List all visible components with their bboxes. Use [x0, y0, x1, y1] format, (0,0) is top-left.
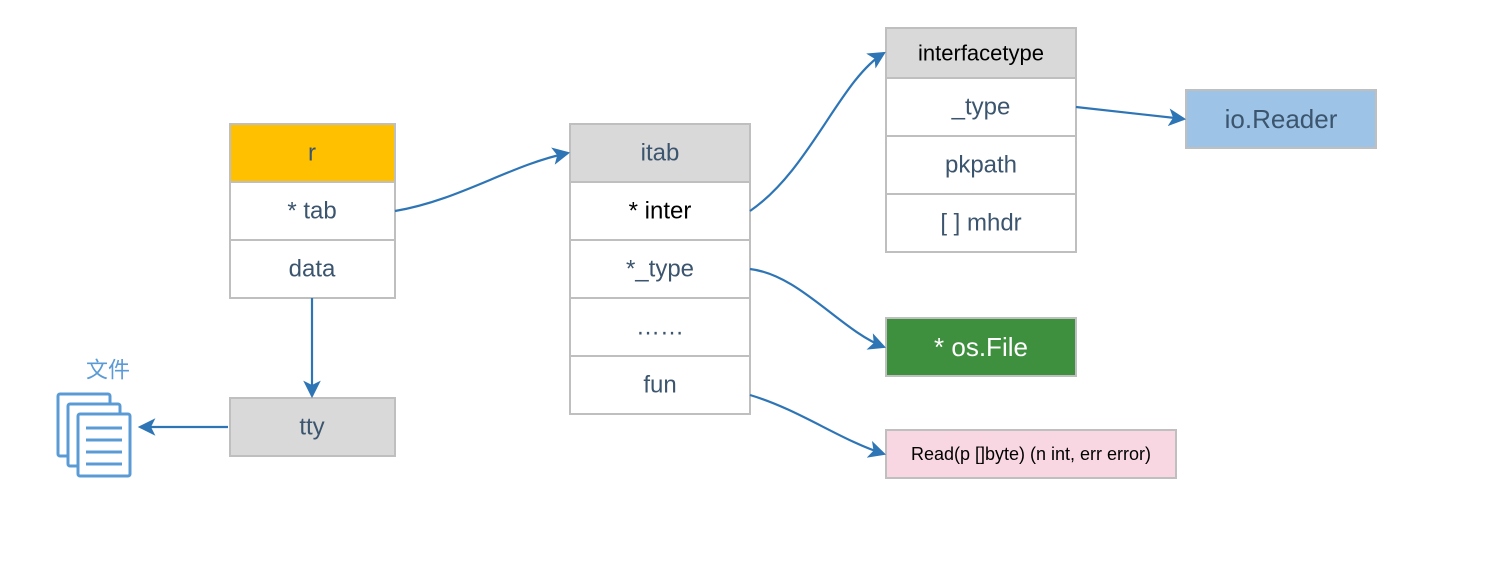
label-tty: tty [299, 414, 324, 441]
struct-itab: itab * inter *_type …… fun [570, 124, 750, 414]
label-r: r [308, 140, 316, 167]
box-tty: tty [230, 398, 395, 456]
arrow-r-tab-to-itab [395, 153, 568, 211]
label-itab-type: *_type [626, 256, 694, 283]
label-file: 文件 [86, 358, 130, 383]
label-ift-pkpath: pkpath [945, 152, 1017, 179]
label-ift: interfacetype [918, 41, 1044, 66]
arrow-ift-type-to-ioreader [1076, 107, 1184, 119]
struct-interfacetype: interfacetype _type pkpath [ ] mhdr [886, 28, 1076, 252]
label-ift-mhdr: [ ] mhdr [940, 210, 1021, 237]
label-r-data: data [289, 256, 336, 283]
label-io-reader: io.Reader [1225, 104, 1338, 134]
label-os-file: * os.File [934, 332, 1028, 362]
arrow-itab-type-to-osfile [750, 269, 884, 347]
arrow-itab-fun-to-read [750, 395, 884, 454]
label-read: Read(p []byte) (n int, err error) [911, 444, 1151, 464]
label-ift-type: _type [951, 94, 1011, 121]
box-os-file: * os.File [886, 318, 1076, 376]
box-io-reader: io.Reader [1186, 90, 1376, 148]
file-icon: 文件 [58, 358, 130, 477]
label-itab-fun: fun [643, 372, 676, 399]
box-read: Read(p []byte) (n int, err error) [886, 430, 1176, 478]
label-itab: itab [641, 140, 680, 167]
label-itab-inter: * inter [629, 198, 692, 225]
label-itab-ellipsis: …… [636, 314, 684, 341]
struct-r: r * tab data [230, 124, 395, 298]
arrow-itab-inter-to-ift [750, 53, 884, 211]
label-r-tab: * tab [287, 198, 336, 225]
